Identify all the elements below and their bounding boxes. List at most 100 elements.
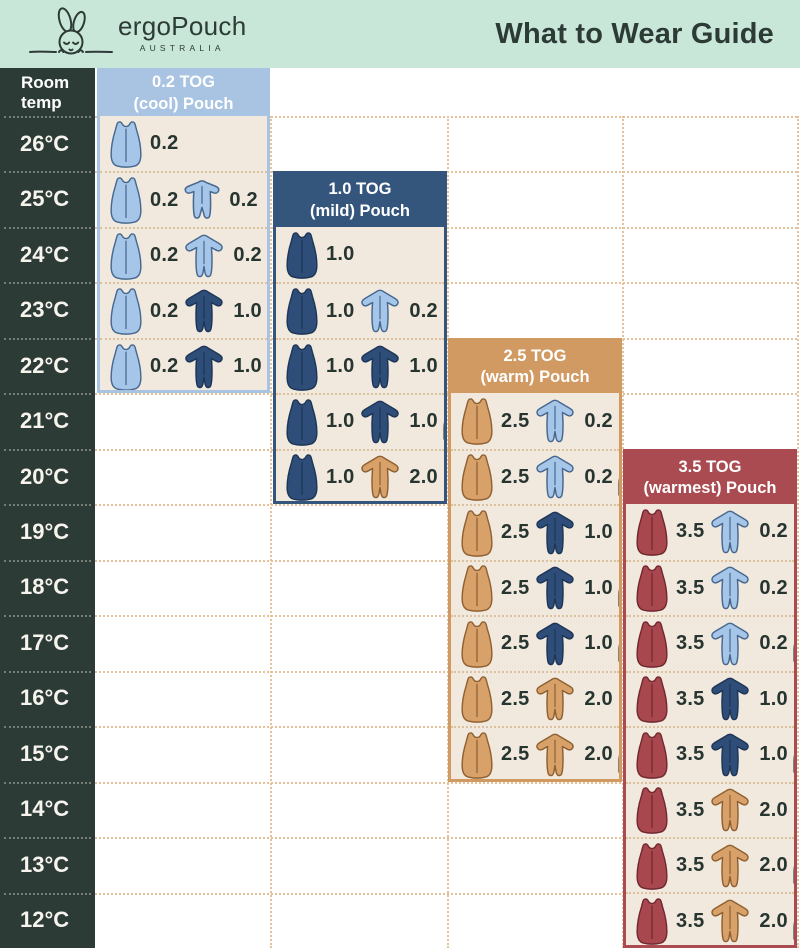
tog-value: 2.5 xyxy=(501,409,530,432)
sleepsuit-icon xyxy=(711,677,750,721)
tog-value: 3.5 xyxy=(676,632,705,655)
singlet-icon xyxy=(793,864,794,884)
guide-row-21c: 2.5 0.2 xyxy=(451,393,619,448)
temp-cell: 14°C xyxy=(20,796,70,822)
pouch-item: 2.5 xyxy=(459,508,532,558)
tog-panel-0.2: 0.2 TOG (cool) Pouch 0.2 0.2 0.2 0.2 0.2 0.2 1.0… xyxy=(97,68,270,394)
pouch-icon xyxy=(286,399,318,446)
pouch-item: 3.5 xyxy=(634,619,707,669)
romper-item: 0.2 xyxy=(181,178,260,222)
grid-row-line xyxy=(95,892,797,895)
temp-cell: 16°C xyxy=(20,685,70,711)
sleepsuit-icon xyxy=(536,511,575,555)
guide-row-19c: 2.5 1.0 xyxy=(451,504,619,559)
pouch-icon xyxy=(286,343,318,391)
temp-divider-line xyxy=(4,116,91,118)
pouch-icon xyxy=(461,621,493,668)
temp-divider-line xyxy=(4,837,91,840)
sleepsuit-item: 1.0 xyxy=(707,675,790,723)
tog-value: 1.0 xyxy=(326,465,355,488)
panel-title-line2: (mild) Pouch xyxy=(310,201,410,220)
singlet-item xyxy=(791,845,794,886)
guide-row-24c: 1.0 xyxy=(276,227,444,282)
pouch-item: 2.5 xyxy=(459,674,532,724)
temp-divider-line xyxy=(4,504,91,507)
pouch-icon xyxy=(636,898,668,945)
tog-value: 0.2 xyxy=(229,188,258,211)
guide-row-13c: 3.5 2.0 xyxy=(626,836,794,892)
tog-value: 1.0 xyxy=(326,243,355,266)
singlet-icon xyxy=(793,642,794,663)
tog-value: 1.0 xyxy=(584,576,613,599)
pouch-item: 3.5 xyxy=(634,507,707,557)
pouch-icon xyxy=(286,231,318,279)
singlet-item xyxy=(616,457,619,498)
tog-value: 0.2 xyxy=(150,299,179,322)
singlet-icon xyxy=(793,920,794,940)
pouch-icon xyxy=(636,732,668,779)
grid-row-line xyxy=(95,504,797,507)
singlet-icon xyxy=(618,642,619,663)
sleepsuit-icon xyxy=(185,289,224,333)
guide-row-14c: 3.5 2.0 xyxy=(626,781,794,837)
pouch-item: 0.2 xyxy=(108,286,181,336)
temp-cell: 20°C xyxy=(20,463,70,489)
pouch-icon xyxy=(461,565,493,613)
temp-divider-line xyxy=(4,559,91,562)
guide-row-22c: 0.2 1.0 xyxy=(100,337,267,391)
sleepsuit-item: 0.2 xyxy=(707,620,790,668)
guide-row-18c: 2.5 1.0 xyxy=(451,559,619,615)
sleepsuit-item: 1.0 xyxy=(532,509,615,557)
tog-value: 3.5 xyxy=(676,798,705,821)
pouch-icon xyxy=(110,232,142,280)
guide-row-20c: 2.5 0.2 xyxy=(451,448,619,504)
tog-value: 1.0 xyxy=(584,521,613,544)
tog-value: 2.0 xyxy=(584,743,613,766)
sleepsuit-icon xyxy=(711,899,750,943)
tog-value: 1.0 xyxy=(326,410,355,433)
singlet-icon xyxy=(618,587,619,607)
temp-cell: 18°C xyxy=(20,574,70,600)
sleepsuit-item: 1.0 xyxy=(532,620,615,668)
panel-body: 0.2 0.2 0.2 0.2 0.2 0.2 1.0 0.2 1.0 xyxy=(100,116,267,391)
tog-value: 0.2 xyxy=(759,632,788,655)
pouch-item: 1.0 xyxy=(284,397,357,447)
sleepsuit-item: 1.0 xyxy=(357,398,440,446)
temp-cell: 26°C xyxy=(20,130,70,156)
tog-value: 0.2 xyxy=(584,465,613,488)
brand-subtitle: AUSTRALIA xyxy=(139,43,225,53)
singlet-item xyxy=(616,623,619,664)
pouch-icon xyxy=(636,787,668,835)
header-bar: ergoPouch AUSTRALIA What to Wear Guide xyxy=(0,0,800,68)
singlet-icon xyxy=(793,753,794,774)
sleepsuit-icon xyxy=(361,456,400,499)
panel-title-line2: (warmest) Pouch xyxy=(643,479,777,498)
grid-row-line xyxy=(95,670,797,673)
pouch-item: 3.5 xyxy=(634,563,707,613)
sleepsuit-item: 0.2 xyxy=(532,397,615,445)
temp-cell: 13°C xyxy=(20,851,70,877)
pouch-icon xyxy=(286,288,318,335)
sleepsuit-item: 2.0 xyxy=(707,897,790,945)
temp-divider-line xyxy=(4,337,91,340)
pouch-item: 0.2 xyxy=(108,175,181,225)
tog-value: 0.2 xyxy=(233,244,262,267)
room-temp-header: Room temp xyxy=(21,73,70,113)
singlet-item xyxy=(441,401,444,442)
sleepsuit-item: 1.0 xyxy=(532,564,615,612)
pouch-item: 3.5 xyxy=(634,841,707,891)
sleepsuit-icon xyxy=(536,733,575,777)
singlet-item xyxy=(616,568,619,609)
tog-value: 1.0 xyxy=(233,299,262,322)
tog-panel-2.5: 2.5 TOG (warm) Pouch 2.5 0.2 2.5 0.2 2.5 1.0 2.5… xyxy=(448,337,622,782)
pouch-item: 0.2 xyxy=(108,119,181,169)
guide-row-15c: 2.5 2.0 xyxy=(451,726,619,779)
tog-value: 3.5 xyxy=(676,687,705,710)
pouch-icon xyxy=(110,343,142,391)
grid-column-line xyxy=(797,116,799,948)
temp-cell: 25°C xyxy=(20,186,70,212)
temp-divider-line xyxy=(4,448,91,451)
panel-header: 2.5 TOG (warm) Pouch xyxy=(451,340,619,394)
pouch-icon xyxy=(461,510,493,557)
temp-cell: 17°C xyxy=(20,629,70,655)
